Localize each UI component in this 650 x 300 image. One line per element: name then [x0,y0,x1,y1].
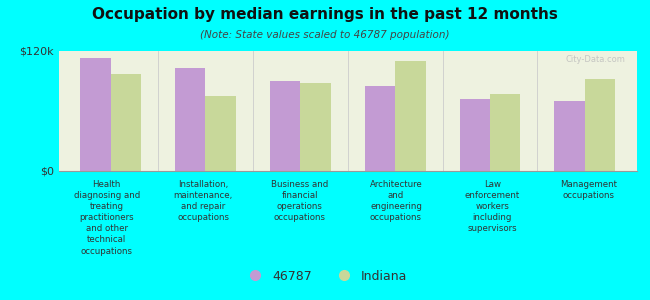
Legend: 46787, Indiana: 46787, Indiana [237,265,413,288]
Bar [111,74,141,171]
Bar [460,99,490,171]
Bar [395,61,426,171]
Bar [205,96,236,171]
Text: Occupation by median earnings in the past 12 months: Occupation by median earnings in the pas… [92,8,558,22]
Bar [490,94,521,171]
Text: Business and
financial
operations
occupations: Business and financial operations occupa… [271,180,328,222]
Bar [175,68,205,171]
Text: (Note: State values scaled to 46787 population): (Note: State values scaled to 46787 popu… [200,30,450,40]
Bar [300,83,331,171]
Bar [81,58,110,171]
Bar [365,86,395,171]
Text: City-Data.com: City-Data.com [566,55,625,64]
Text: Installation,
maintenance,
and repair
occupations: Installation, maintenance, and repair oc… [174,180,233,222]
Text: Management
occupations: Management occupations [560,180,617,200]
Text: Health
diagnosing and
treating
practitioners
and other
technical
occupations: Health diagnosing and treating practitio… [73,180,140,256]
Bar [554,101,585,171]
Bar [585,79,615,171]
Text: Law
enforcement
workers
including
supervisors: Law enforcement workers including superv… [465,180,520,233]
Bar [270,81,300,171]
Text: Architecture
and
engineering
occupations: Architecture and engineering occupations [370,180,422,222]
